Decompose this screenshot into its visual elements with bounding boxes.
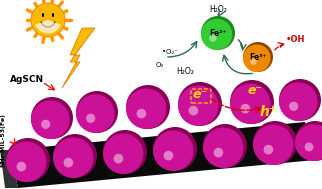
Circle shape [295, 121, 322, 161]
Circle shape [178, 82, 222, 126]
Circle shape [31, 3, 65, 37]
Polygon shape [10, 122, 315, 188]
Circle shape [63, 158, 73, 167]
Polygon shape [62, 28, 95, 88]
Text: •OH: •OH [285, 36, 305, 44]
Circle shape [305, 143, 313, 151]
Circle shape [295, 124, 322, 161]
Text: Fe²⁺: Fe²⁺ [209, 29, 227, 37]
Circle shape [53, 134, 97, 178]
Circle shape [201, 16, 235, 50]
Text: e⁻: e⁻ [193, 88, 208, 101]
Text: O₂: O₂ [156, 62, 164, 68]
Circle shape [178, 85, 219, 126]
Circle shape [16, 162, 26, 171]
Text: Fe³⁺: Fe³⁺ [249, 53, 267, 61]
Circle shape [153, 131, 194, 171]
Circle shape [264, 145, 273, 154]
Circle shape [31, 100, 70, 139]
Text: NH₂-MIL-53(Fe): NH₂-MIL-53(Fe) [1, 113, 5, 167]
Text: H₂O₂: H₂O₂ [209, 5, 227, 15]
Circle shape [230, 84, 270, 124]
Circle shape [253, 121, 297, 165]
Circle shape [253, 125, 293, 165]
Circle shape [103, 133, 144, 174]
Circle shape [243, 44, 270, 72]
Circle shape [76, 91, 118, 133]
Polygon shape [0, 150, 18, 188]
Circle shape [279, 82, 317, 121]
Circle shape [126, 88, 166, 129]
Circle shape [241, 104, 250, 113]
Circle shape [53, 138, 93, 178]
Circle shape [153, 127, 197, 171]
Circle shape [31, 97, 73, 139]
Wedge shape [35, 20, 61, 34]
Circle shape [6, 138, 50, 182]
Circle shape [289, 102, 298, 111]
Circle shape [126, 85, 170, 129]
Text: e⁻: e⁻ [247, 84, 262, 97]
Circle shape [103, 130, 147, 174]
Circle shape [213, 148, 223, 157]
Circle shape [279, 79, 321, 121]
Circle shape [243, 42, 273, 72]
Circle shape [137, 109, 146, 119]
Text: AgSCN: AgSCN [10, 74, 44, 84]
Circle shape [164, 151, 173, 160]
Circle shape [114, 154, 123, 163]
Circle shape [6, 142, 46, 182]
Circle shape [41, 120, 50, 129]
Circle shape [76, 94, 115, 133]
Text: •O₂⁻: •O₂⁻ [162, 49, 178, 55]
Circle shape [86, 114, 95, 123]
Circle shape [250, 58, 257, 65]
Text: h⁺: h⁺ [260, 105, 277, 119]
Circle shape [201, 19, 232, 50]
Text: H₂O₂: H₂O₂ [176, 67, 194, 77]
Circle shape [189, 106, 198, 115]
Circle shape [203, 128, 243, 168]
Circle shape [209, 34, 217, 42]
Circle shape [203, 124, 247, 168]
Circle shape [230, 80, 274, 124]
